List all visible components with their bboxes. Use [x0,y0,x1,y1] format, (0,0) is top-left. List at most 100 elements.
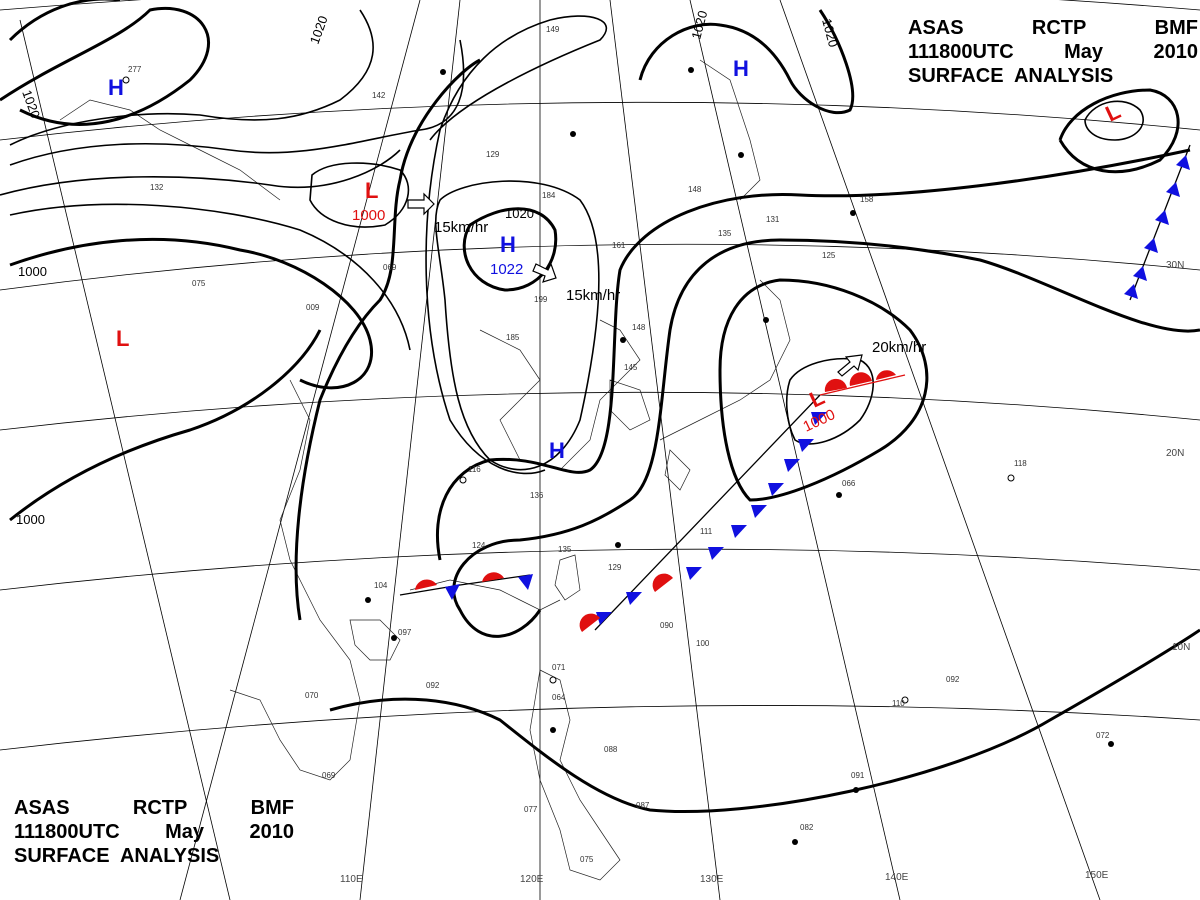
isobar [9,9,374,146]
station-value: 069 [383,263,397,272]
longitude-line [609,0,721,900]
isobar-closed-low [309,162,410,228]
warm-front-symbol [876,370,896,380]
station-value: 104 [374,581,388,590]
header-line: 111800UTC May 2010 [908,40,1198,64]
station-value: 087 [636,801,650,810]
isobar-label: 1000 [16,512,45,527]
station-value: 064 [552,693,566,702]
station-marker [763,317,769,323]
header-source-code: ASAS [908,17,964,39]
header-source-code: ASAS [14,797,70,819]
station-marker [688,67,694,73]
isobar [434,180,600,471]
station-value: 277 [128,65,142,74]
cold-front-symbol [811,412,827,425]
graticule-labels: 110E 120E 130E 140E 150E 30N 20N 10N [340,260,1190,885]
isobar-label: 1000 [18,264,47,279]
header-station-code: RCTP [132,797,188,819]
header-year: 2010 [1153,41,1198,63]
station-value: 088 [604,745,618,754]
longitude-label: 120E [520,874,544,885]
station-value: 149 [546,25,560,34]
longitude-line [179,0,421,900]
isobar-1020 [638,9,855,115]
longitude-label: 130E [700,874,724,885]
motion-speed-label: 20km/hr [872,339,926,356]
cold-front-symbol [1133,266,1147,281]
isobar-closed-low [1058,88,1180,174]
coastline [554,554,581,601]
high-pressure-marker: H [500,232,516,257]
header-title: SURFACE ANALYSIS [908,65,1114,87]
motion-speed-label: 15km/hr [434,219,488,236]
station-value: 118 [1014,459,1027,468]
station-value: 070 [305,691,319,700]
coastline [229,379,361,781]
isobar-labels: 1020 1020 1020 1020 1000 1000 1020 [16,9,841,527]
station-marker [615,542,621,548]
station-marker [440,69,446,75]
coastline [609,379,651,431]
header-year: 2010 [249,821,294,843]
station-value: 082 [800,823,814,832]
header-station-code: RCTP [1031,17,1087,39]
motion-arrow-icon [837,354,863,377]
warm-front-symbol [482,572,504,582]
longitude-line [19,19,231,900]
isobar [435,148,1191,561]
station-value: 075 [580,855,594,864]
station-value: 009 [306,303,320,312]
coastline [59,99,281,201]
coastline [529,669,621,881]
station-marker [365,597,371,603]
isobar-1000 [9,237,373,390]
isobar [9,39,465,166]
station-value: 135 [718,229,732,238]
station-value: 077 [524,805,538,814]
motion-arrow-icon [407,192,435,216]
header-line: ASAS RCTP BMF [908,16,1198,40]
coastline [349,619,401,661]
station-value: 097 [398,628,412,637]
cold-front-symbol [518,574,533,590]
station-marker [853,787,859,793]
station-marker [549,676,557,684]
station-value: 129 [486,150,500,159]
latitude-line [0,548,1200,591]
high-pressure-marker: H [733,56,749,81]
station-value: 131 [766,215,780,224]
header-month: May [1064,41,1104,63]
isobar-label: 1020 [688,9,710,41]
station-marker [620,337,626,343]
header-time: 111800UTC [908,41,1014,63]
latitude-line [0,705,1200,751]
longitude-line [359,0,461,900]
longitude-line [689,0,901,900]
cold-front [594,394,821,631]
isobar [329,628,1200,814]
isobar-1000-closed-low [785,357,874,445]
isobar-label: 1020 [819,17,841,49]
latitude-line [0,101,1200,141]
station-value: 145 [624,363,638,372]
station-value: 071 [552,663,566,672]
isobar-label: 1020 [19,88,43,120]
header-time: 111800UTC [14,821,120,843]
station-value: 069 [322,771,336,780]
isobar-label: 1020 [307,14,331,46]
low-pressure-value: 1000 [352,207,385,224]
station-value: 148 [688,185,702,194]
cold-front-symbol [596,612,612,625]
isobar [718,278,929,502]
motion-arrow-icon [532,262,557,283]
isobar [8,0,120,42]
cold-front-symbol [1176,155,1190,170]
warm-front-symbol [579,613,600,632]
coastline [699,59,761,201]
isobars [0,0,1200,814]
station-value: 136 [530,491,544,500]
high-pressure-marker: H [108,75,124,100]
